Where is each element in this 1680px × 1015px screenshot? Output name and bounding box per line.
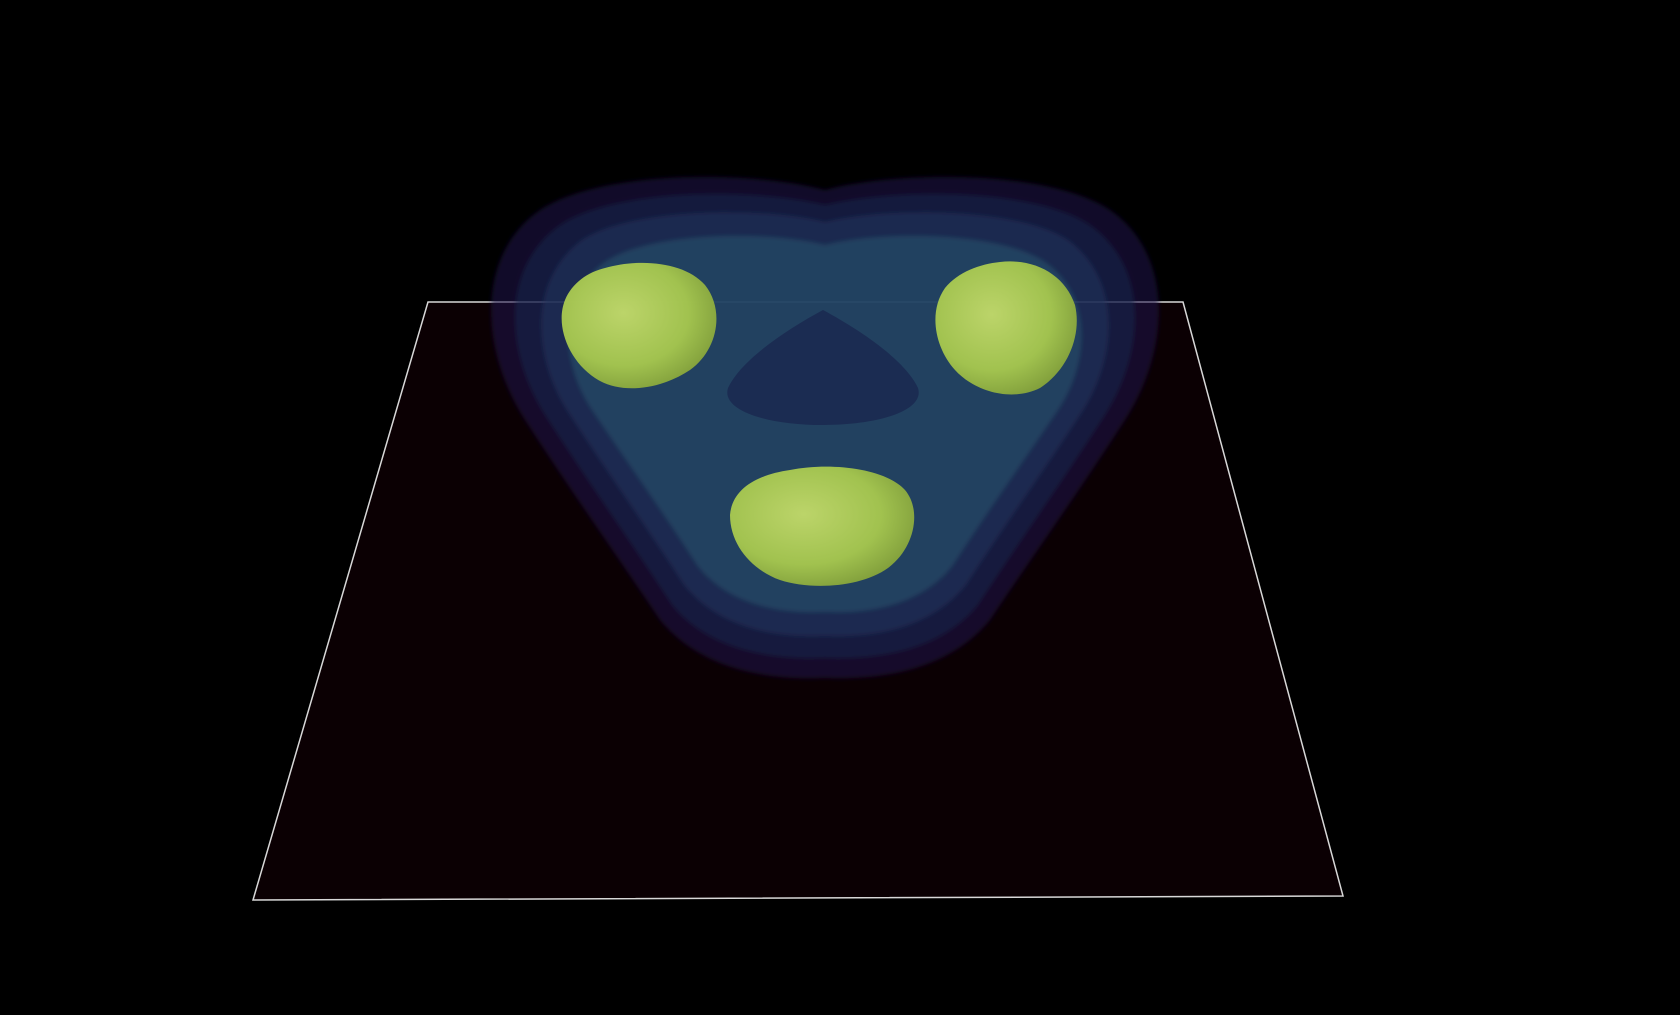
inner-blobs — [561, 261, 1077, 586]
isosurface-center-hole — [727, 310, 919, 425]
inner-blob-right — [935, 261, 1077, 395]
inner-blob-bottom — [730, 466, 915, 586]
inner-blob-left — [561, 262, 717, 389]
